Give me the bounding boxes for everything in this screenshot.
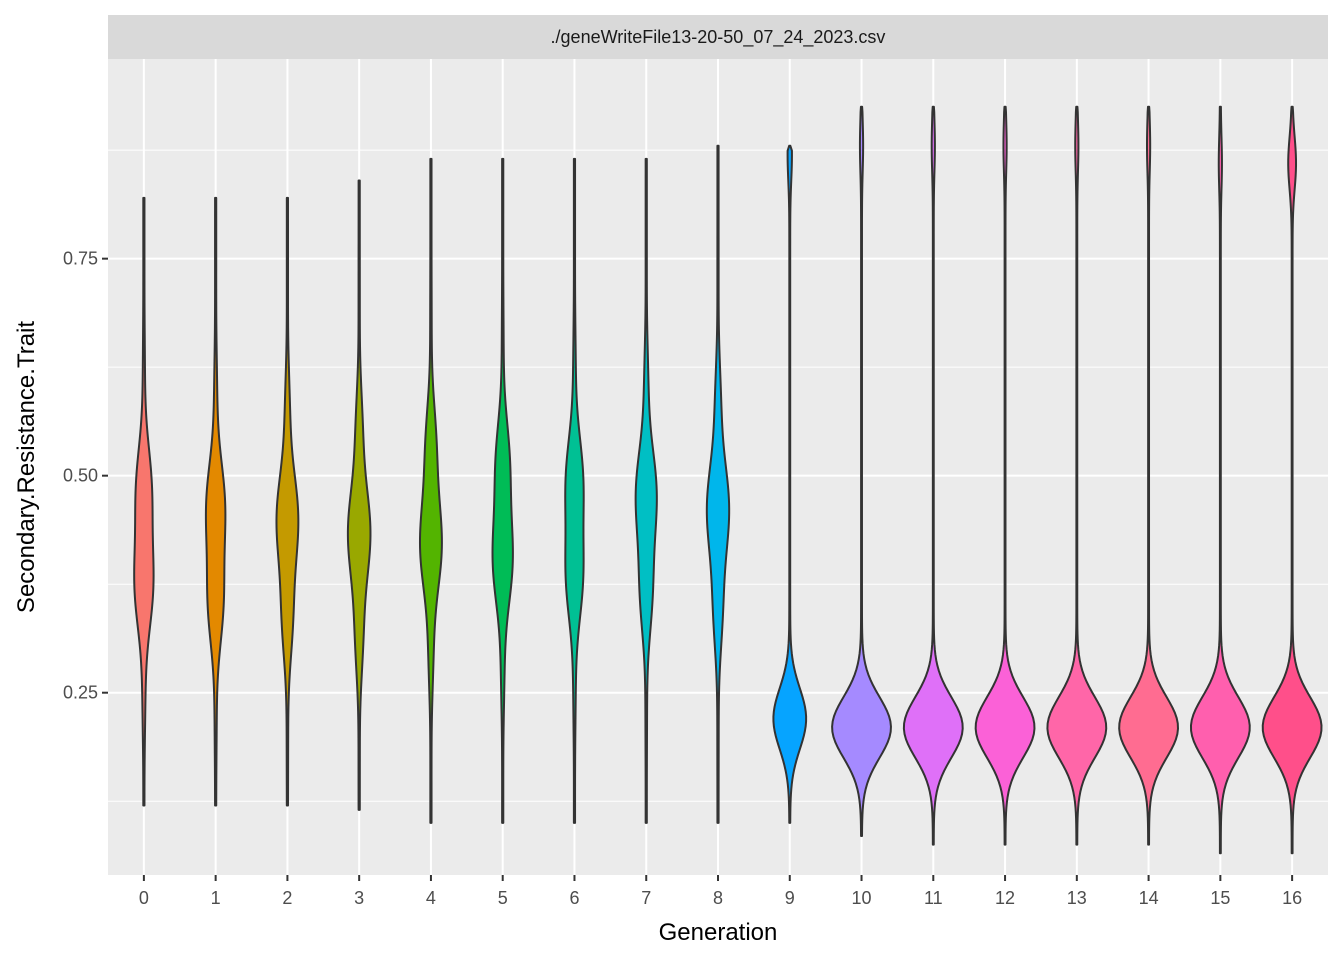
violin-generation-16 bbox=[1261, 105, 1323, 855]
violin-generation-1 bbox=[204, 196, 227, 807]
violin-generation-13 bbox=[1046, 105, 1108, 846]
x-tick-label: 0 bbox=[139, 888, 149, 908]
x-tick-label: 7 bbox=[641, 888, 651, 908]
y-axis-title: Secondary.Resistance.Trait bbox=[13, 321, 40, 613]
violin-generation-12 bbox=[974, 105, 1036, 846]
x-tick-label: 10 bbox=[852, 888, 872, 908]
violin-generation-0 bbox=[133, 196, 155, 807]
violins bbox=[133, 105, 1323, 855]
violin-generation-14 bbox=[1118, 105, 1179, 846]
x-tick-label: 3 bbox=[354, 888, 364, 908]
violin-generation-4 bbox=[418, 157, 443, 824]
x-tick-label: 12 bbox=[995, 888, 1015, 908]
x-tick-label: 1 bbox=[211, 888, 221, 908]
x-tick-label: 6 bbox=[569, 888, 579, 908]
x-tick-label: 16 bbox=[1282, 888, 1302, 908]
violin-generation-7 bbox=[634, 157, 658, 824]
violin-generation-5 bbox=[491, 157, 514, 824]
x-tick-label: 13 bbox=[1067, 888, 1087, 908]
x-tick-label: 15 bbox=[1210, 888, 1230, 908]
violin-generation-8 bbox=[705, 144, 731, 824]
violin-generation-15 bbox=[1189, 105, 1251, 855]
x-axis-title: Generation bbox=[659, 919, 778, 946]
x-tick-label: 9 bbox=[785, 888, 795, 908]
violin-generation-6 bbox=[564, 157, 585, 824]
y-tick-label: 0.50 bbox=[63, 466, 98, 486]
violin-generation-10 bbox=[831, 105, 892, 837]
x-tick-label: 11 bbox=[924, 888, 943, 908]
violin-generation-11 bbox=[902, 105, 964, 846]
axes: 0.250.500.750 1 2 3 4 5 6 7 8 9 10 11 12 13 14 15 16 bbox=[63, 249, 1302, 908]
violin-generation-2 bbox=[275, 196, 300, 807]
x-tick-label: 14 bbox=[1139, 888, 1159, 908]
y-tick-label: 0.25 bbox=[63, 683, 98, 703]
violin-generation-9 bbox=[772, 144, 808, 824]
facet-strip-label: ./geneWriteFile13-20-50_07_24_2023.csv bbox=[551, 27, 886, 48]
x-tick-label: 5 bbox=[498, 888, 508, 908]
x-tick-label: 4 bbox=[426, 888, 436, 908]
x-tick-label: 2 bbox=[282, 888, 292, 908]
y-tick-label: 0.75 bbox=[63, 249, 98, 269]
strip-background bbox=[108, 15, 1328, 59]
x-tick-label: 8 bbox=[713, 888, 723, 908]
violin-generation-3 bbox=[346, 179, 372, 811]
